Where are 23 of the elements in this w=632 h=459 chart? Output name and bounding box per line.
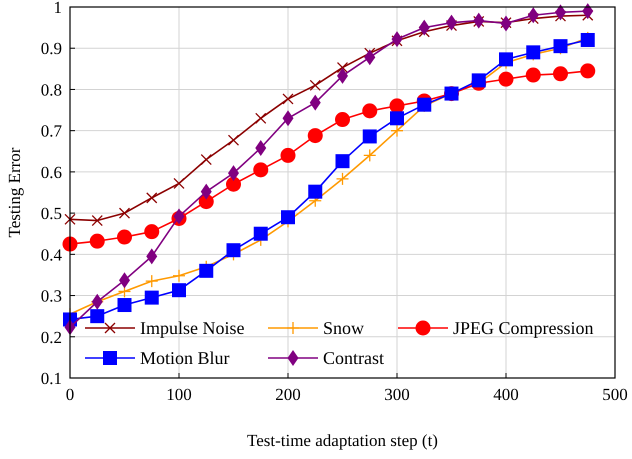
legend-label: Contrast [323,348,384,368]
legend-label: JPEG Compression [453,318,594,338]
x-tick-label: 0 [66,385,74,404]
x-axis-title: Test-time adaptation step (t) [247,431,438,450]
y-tick-label: 0.7 [40,122,62,141]
y-tick-label: 0.6 [40,162,62,182]
y-tick-label: 0.4 [40,245,62,264]
y-tick-label: 0.3 [40,286,62,306]
x-tick-label: 300 [384,385,410,404]
x-tick-label: 500 [602,385,628,404]
y-tick-label: 0.2 [40,328,62,347]
x-tick-label: 400 [493,385,519,404]
y-tick-label: 1 [54,0,62,17]
legend-label: Impulse Noise [140,318,244,338]
legend-label: Motion Blur [140,348,230,368]
y-tick-label: 0.1 [40,369,62,388]
y-tick-label: 0.9 [40,39,62,58]
x-tick-label: 100 [166,385,192,404]
legend-label: Snow [323,318,364,338]
y-axis-title: Testing Error [5,147,24,238]
y-tick-label: 0.8 [40,80,62,100]
x-tick-label: 200 [275,385,301,404]
y-tick-label: 0.5 [40,204,62,224]
